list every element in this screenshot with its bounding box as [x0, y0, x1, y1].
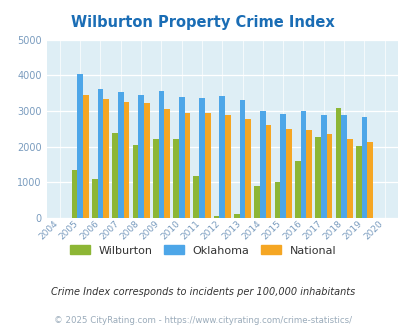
- Bar: [294, 161, 300, 218]
- Bar: [199, 98, 205, 218]
- Bar: [346, 139, 352, 218]
- Bar: [265, 125, 271, 218]
- Bar: [138, 95, 144, 218]
- Bar: [245, 119, 251, 218]
- Bar: [72, 170, 77, 218]
- Bar: [112, 133, 118, 218]
- Bar: [326, 134, 332, 218]
- Bar: [300, 111, 306, 218]
- Bar: [315, 137, 320, 218]
- Bar: [355, 146, 361, 218]
- Bar: [239, 100, 245, 218]
- Text: © 2025 CityRating.com - https://www.cityrating.com/crime-statistics/: © 2025 CityRating.com - https://www.city…: [54, 315, 351, 325]
- Text: Wilburton Property Crime Index: Wilburton Property Crime Index: [71, 15, 334, 30]
- Bar: [286, 129, 291, 218]
- Bar: [158, 91, 164, 218]
- Bar: [205, 113, 210, 218]
- Legend: Wilburton, Oklahoma, National: Wilburton, Oklahoma, National: [65, 241, 340, 260]
- Bar: [83, 95, 89, 218]
- Bar: [193, 176, 199, 218]
- Bar: [225, 115, 230, 218]
- Bar: [132, 145, 138, 218]
- Bar: [98, 89, 103, 218]
- Bar: [153, 139, 158, 218]
- Bar: [335, 108, 341, 218]
- Bar: [320, 115, 326, 218]
- Bar: [173, 139, 179, 218]
- Bar: [164, 110, 170, 218]
- Bar: [92, 179, 98, 218]
- Bar: [118, 92, 124, 218]
- Bar: [254, 186, 260, 218]
- Bar: [274, 182, 280, 218]
- Bar: [260, 111, 265, 218]
- Bar: [306, 130, 311, 218]
- Bar: [184, 113, 190, 218]
- Bar: [103, 99, 109, 218]
- Bar: [367, 142, 372, 218]
- Bar: [280, 114, 286, 218]
- Bar: [341, 115, 346, 218]
- Bar: [144, 103, 149, 218]
- Bar: [219, 96, 225, 218]
- Bar: [124, 102, 129, 218]
- Bar: [361, 116, 367, 218]
- Bar: [234, 214, 239, 218]
- Bar: [213, 216, 219, 218]
- Text: Crime Index corresponds to incidents per 100,000 inhabitants: Crime Index corresponds to incidents per…: [51, 287, 354, 297]
- Bar: [77, 74, 83, 218]
- Bar: [179, 97, 184, 218]
